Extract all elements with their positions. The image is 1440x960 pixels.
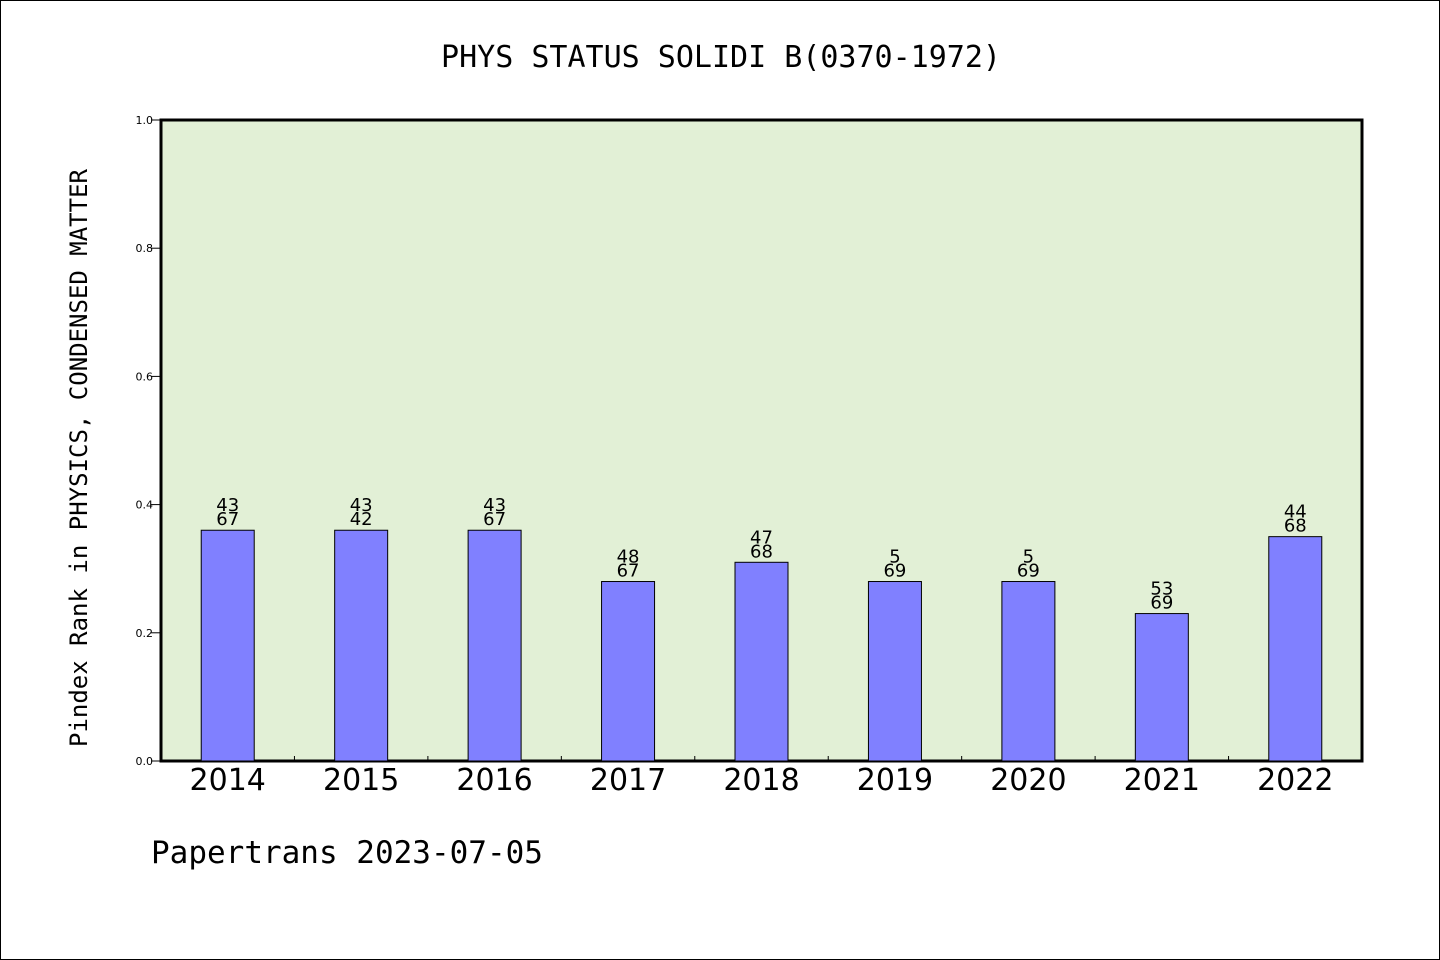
bar-2015 [334, 529, 389, 762]
y-axis-ticks: 0.0 0.2 0.4 0.6 0.8 1.0 [136, 114, 161, 768]
bar-label-bottom-2022: 68 [1284, 516, 1307, 537]
footer-credit: Papertrans 2023-07-05 [151, 835, 543, 871]
bar-label-bottom-2020: 69 [1017, 561, 1040, 582]
x-tick-label-2016: 2016 [456, 763, 532, 798]
bar-2016 [467, 529, 522, 762]
x-tick-label-2017: 2017 [590, 763, 666, 798]
x-tick-label-2018: 2018 [723, 763, 799, 798]
bar-label-bottom-2018: 68 [750, 541, 773, 562]
y-tick-label: 0.2 [136, 627, 154, 640]
bar-label-top-2014: 43 [216, 495, 239, 516]
bar-label-top-2021: 53 [1150, 579, 1173, 600]
x-tick-label-2021: 2021 [1124, 763, 1200, 798]
bars [200, 529, 1323, 762]
bar-label-bottom-2016: 67 [483, 509, 506, 530]
x-axis-labels: 2014 2015 2016 2017 2018 2019 2020 2021 2022 [190, 763, 1334, 798]
bar-2020 [1001, 581, 1056, 762]
x-axis-ticks [293, 756, 1230, 761]
bar-label-bottom-2014: 67 [216, 509, 239, 530]
bar-label-top-2019: 5 [889, 547, 900, 568]
x-tick-label-2014: 2014 [190, 763, 266, 798]
bar-label-top-2017: 48 [617, 547, 640, 568]
bar-2022 [1268, 536, 1323, 762]
y-tick-label: 0.8 [136, 242, 154, 255]
y-tick-label: 0.0 [136, 755, 154, 768]
x-tick-label-2019: 2019 [857, 763, 933, 798]
y-axis-label: Pindex Rank in PHYSICS, CONDENSED MATTER [65, 168, 93, 747]
bar-2019 [867, 581, 922, 762]
bar-label-top-2016: 43 [483, 495, 506, 516]
bar-label-bottom-2015: 42 [350, 509, 373, 530]
x-tick-label-2022: 2022 [1257, 763, 1333, 798]
bar-label-bottom-2019: 69 [883, 561, 906, 582]
bar-label-top-2015: 43 [350, 495, 373, 516]
bar-label-top-2022: 44 [1284, 502, 1307, 523]
x-tick-label-2020: 2020 [990, 763, 1066, 798]
bar-label-bottom-2017: 67 [617, 561, 640, 582]
x-tick-label-2015: 2015 [323, 763, 399, 798]
chart-title: PHYS STATUS SOLIDI B(0370-1972) [441, 40, 1001, 75]
y-tick-label: 0.6 [136, 370, 154, 383]
bar-2014 [200, 529, 255, 762]
y-tick-label: 0.4 [136, 499, 154, 512]
y-tick-label: 1.0 [136, 114, 154, 127]
bar-label-top-2020: 5 [1023, 547, 1034, 568]
bar-2021 [1134, 613, 1189, 762]
bar-2017 [601, 581, 656, 762]
bar-label-bottom-2021: 69 [1150, 593, 1173, 614]
bar-label-top-2018: 47 [750, 527, 773, 548]
bar-2018 [734, 561, 789, 762]
